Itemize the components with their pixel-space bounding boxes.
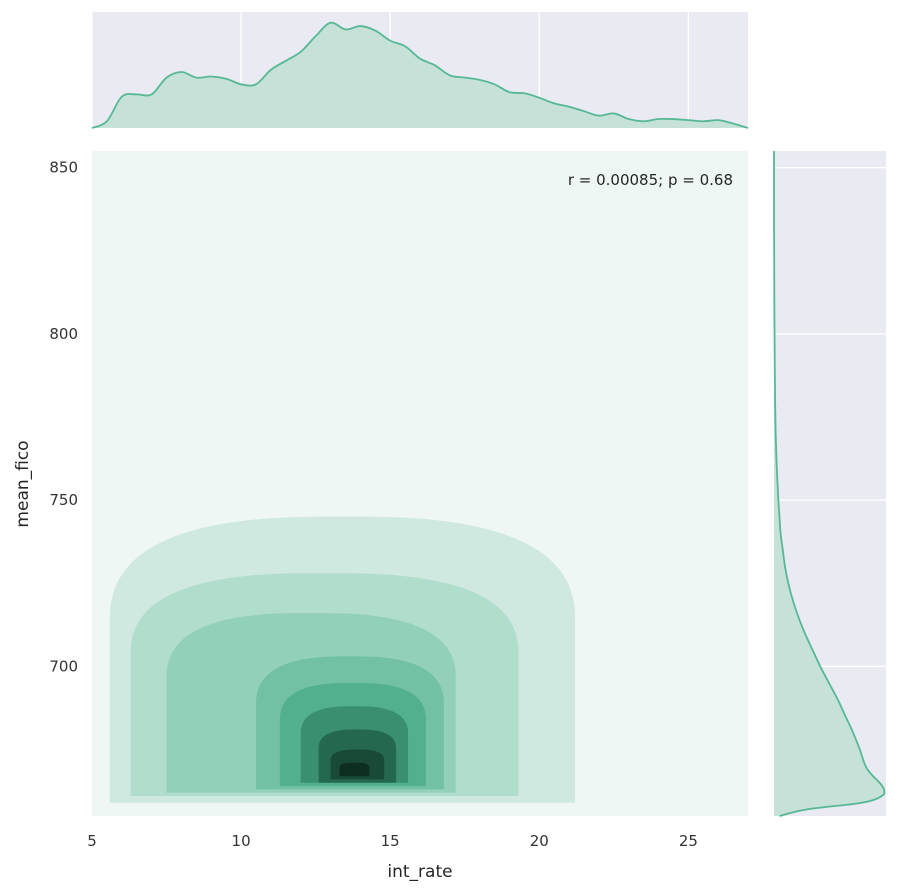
y-tick-label: 750 bbox=[49, 491, 78, 509]
kde-contours bbox=[109, 516, 576, 803]
y-marginal-kde-line bbox=[773, 150, 886, 817]
y-tick-label: 800 bbox=[49, 325, 78, 343]
x-tick-label: 20 bbox=[530, 832, 549, 850]
right-marginal-grid bbox=[774, 166, 886, 668]
y-axis-label: mean_fico bbox=[13, 440, 33, 527]
y-tick-label: 700 bbox=[49, 657, 78, 675]
x-tick-labels: 5 10 15 20 25 bbox=[87, 832, 698, 850]
x-axis-label: int_rate bbox=[387, 862, 452, 882]
x-tick-label: 5 bbox=[87, 832, 97, 850]
x-tick-label: 10 bbox=[232, 832, 251, 850]
x-marginal-kde-line bbox=[91, 21, 749, 129]
x-marginal-kde-fill bbox=[92, 22, 748, 129]
kde-level-9 bbox=[339, 762, 370, 777]
y-tick-labels: 700 750 800 850 bbox=[49, 159, 78, 676]
correlation-annotation: r = 0.00085; p = 0.68 bbox=[568, 171, 733, 189]
y-marginal-kde-fill bbox=[774, 151, 885, 816]
x-tick-label: 15 bbox=[381, 832, 400, 850]
y-tick-label: 850 bbox=[49, 159, 78, 177]
x-tick-label: 25 bbox=[679, 832, 698, 850]
